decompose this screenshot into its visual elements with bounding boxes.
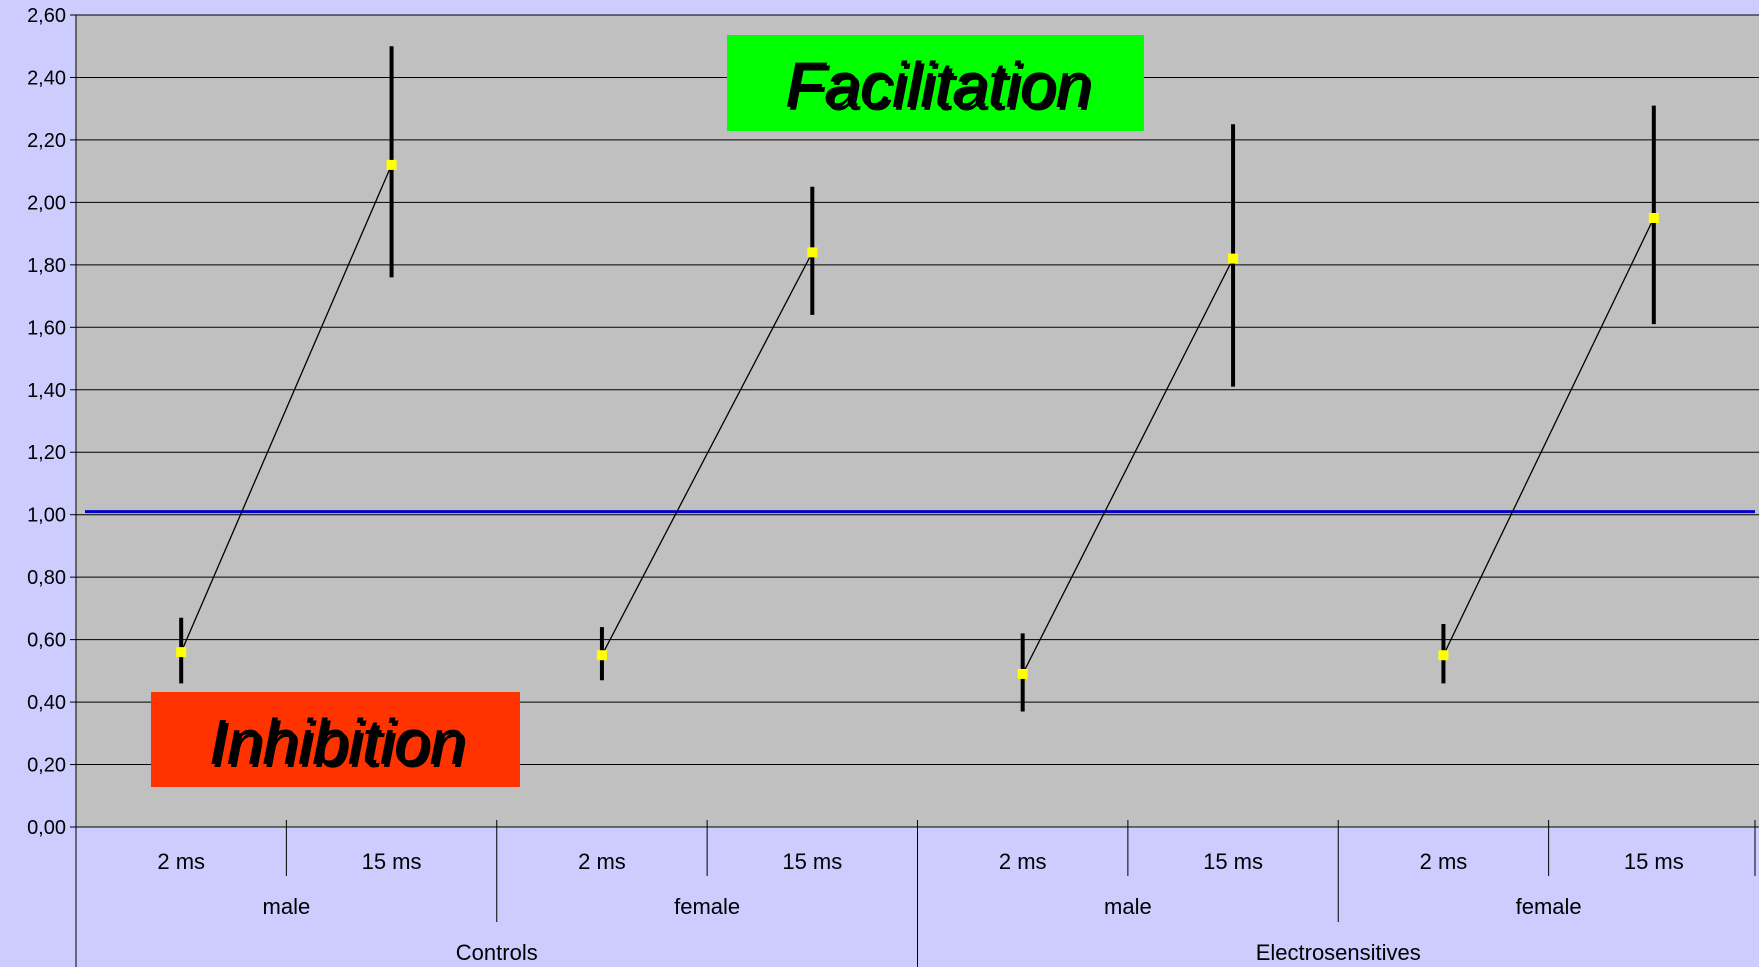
inhibition-label: Inhibition — [209, 706, 465, 778]
series-group — [1017, 124, 1239, 712]
x-tick-label: 2 ms — [1420, 849, 1468, 874]
x-tick-label: 2 ms — [157, 849, 205, 874]
x-tick-label: 2 ms — [578, 849, 626, 874]
data-point — [1648, 213, 1659, 223]
facilitation-shadow: Facilitation — [788, 52, 1094, 124]
series-line — [1022, 258, 1234, 675]
y-tick-label: 2,00 — [27, 192, 66, 214]
series-group — [1438, 105, 1659, 684]
y-tick-label: 2,40 — [27, 67, 66, 89]
y-tick-label: 0,80 — [27, 567, 66, 589]
x-supergroup-label: Electrosensitives — [1256, 940, 1421, 965]
data-point — [1438, 650, 1449, 661]
y-axis: 0,00 0,20 0,40 0,60 0,80 1,00 1,20 1,40 1,60 1,80… — [27, 5, 77, 839]
inhibition-shadow: Inhibition — [212, 709, 468, 781]
inhibition-box — [151, 692, 520, 787]
y-tick-label: 0,20 — [27, 755, 66, 777]
y-tick-label: 1,60 — [27, 317, 66, 339]
y-tick-label: 0,40 — [27, 692, 66, 714]
data-point — [1017, 668, 1028, 679]
x-tick-label: 15 ms — [1624, 849, 1684, 874]
data-point — [807, 247, 818, 258]
y-tick-label: 1,80 — [27, 255, 66, 277]
x-tick-label: 15 ms — [782, 849, 842, 874]
x-tick-label: 15 ms — [1203, 849, 1263, 874]
x-group-label: male — [1104, 894, 1152, 919]
series-line — [180, 164, 393, 653]
x-supergroup-label: Controls — [456, 940, 538, 965]
series-line — [1442, 217, 1655, 656]
y-tick-label: 1,20 — [27, 442, 66, 464]
y-tick-label: 1,40 — [27, 380, 66, 402]
data-point — [596, 650, 607, 661]
x-tick-label: 2 ms — [999, 849, 1047, 874]
x-group-label: female — [1516, 894, 1582, 919]
y-tick-label: 2,60 — [27, 5, 66, 27]
facilitation-label: Facilitation — [785, 49, 1091, 121]
plot-area — [76, 15, 1759, 827]
y-tick-label: 0,00 — [27, 817, 66, 839]
x-tick-label: 15 ms — [362, 849, 422, 874]
y-tick-label: 1,00 — [27, 505, 66, 527]
x-group-label: female — [674, 894, 740, 919]
y-tick-label: 0,60 — [27, 630, 66, 652]
inhibition-annotation: Inhibition Inhibition — [151, 692, 520, 787]
facilitation-annotation: Facilitation Facilitation — [727, 35, 1144, 131]
series-group — [176, 46, 397, 684]
x-group-label: male — [263, 894, 311, 919]
series-line — [601, 252, 813, 656]
data-point — [176, 647, 187, 658]
series-group — [596, 186, 818, 681]
data-point — [386, 159, 397, 170]
x-axis: 2 ms 15 ms 2 ms 15 ms 2 ms 15 ms 2 ms 15 ms male… — [75, 820, 1759, 967]
y-tick-label: 2,20 — [27, 130, 66, 152]
facilitation-box — [727, 35, 1144, 131]
series — [176, 46, 1659, 712]
data-point — [1228, 253, 1239, 264]
